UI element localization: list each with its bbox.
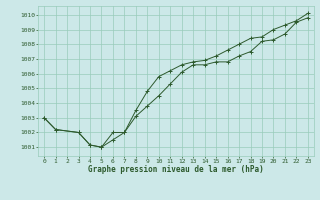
- X-axis label: Graphe pression niveau de la mer (hPa): Graphe pression niveau de la mer (hPa): [88, 165, 264, 174]
